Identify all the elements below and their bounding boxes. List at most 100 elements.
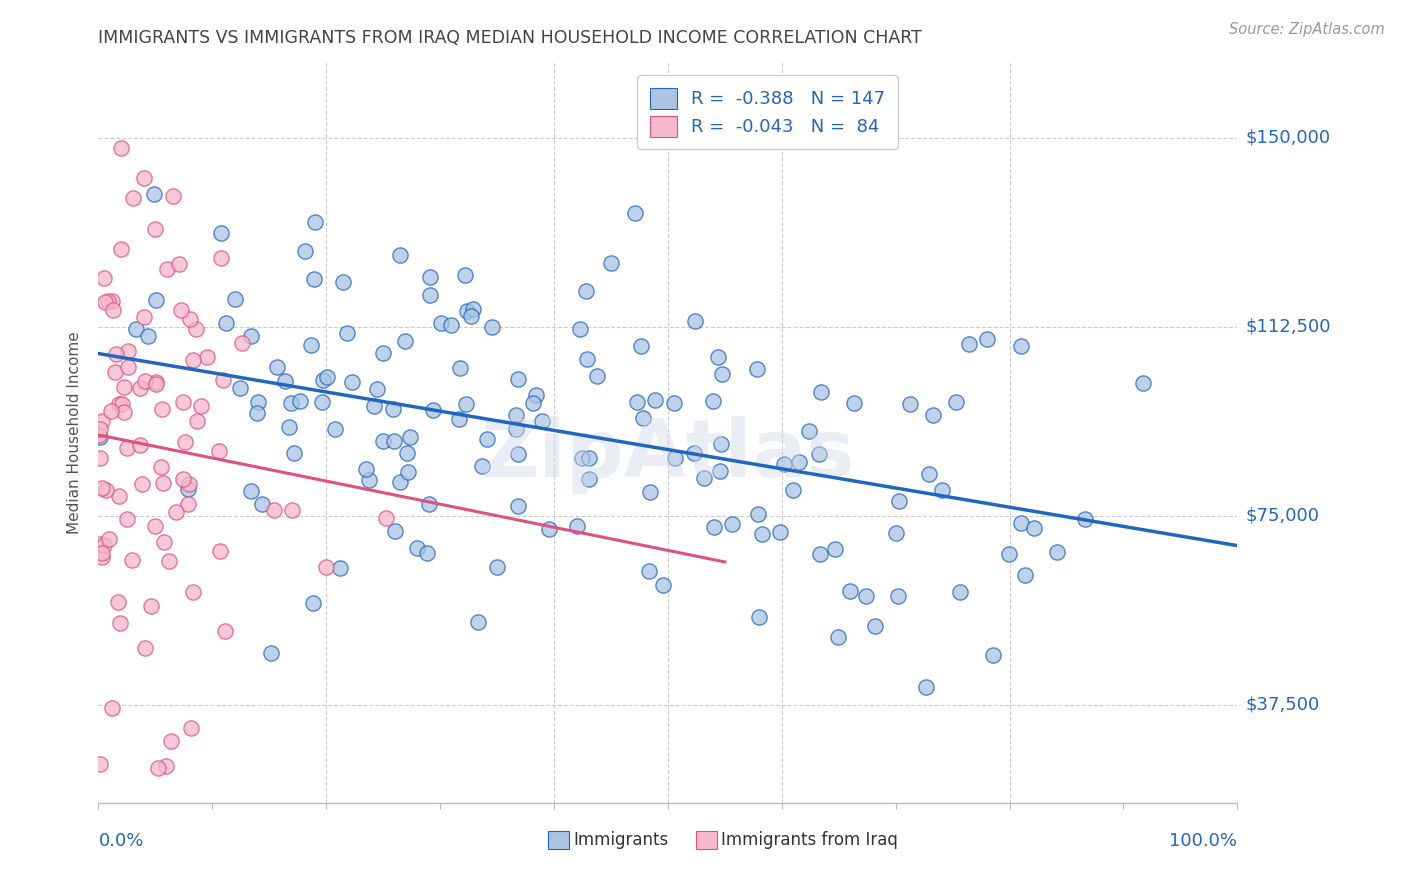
Point <box>682 445 704 459</box>
Point <box>384 524 406 539</box>
Point <box>129 381 152 395</box>
Point <box>131 477 153 491</box>
Point <box>278 420 301 434</box>
Point <box>373 345 395 359</box>
Point <box>316 369 339 384</box>
Point <box>524 387 547 401</box>
Point <box>315 560 337 574</box>
Text: $75,000: $75,000 <box>1246 507 1320 524</box>
Point <box>150 460 173 475</box>
Point <box>747 507 769 521</box>
Point <box>93 294 115 309</box>
Point <box>797 425 820 439</box>
Point <box>329 561 352 575</box>
Point <box>945 395 967 409</box>
Point <box>89 430 111 444</box>
Point <box>93 271 115 285</box>
Point <box>508 499 530 513</box>
Point <box>838 584 860 599</box>
Point <box>623 206 645 220</box>
Point <box>522 396 544 410</box>
Point <box>90 414 112 428</box>
Point <box>751 526 773 541</box>
Point <box>145 221 167 235</box>
Point <box>340 375 363 389</box>
Point <box>87 428 110 442</box>
Point <box>101 293 124 308</box>
Point <box>918 467 941 482</box>
Point <box>110 397 132 411</box>
Point <box>637 565 659 579</box>
Point <box>415 546 437 560</box>
Point <box>538 522 561 536</box>
Point <box>336 326 359 340</box>
Point <box>148 760 170 774</box>
Point <box>260 646 283 660</box>
Point <box>312 373 335 387</box>
Point <box>136 329 159 343</box>
Point <box>998 547 1021 561</box>
Text: $150,000: $150,000 <box>1246 129 1330 147</box>
Point <box>110 141 132 155</box>
Point <box>143 519 166 533</box>
Point <box>153 534 176 549</box>
Text: IMMIGRANTS VS IMMIGRANTS FROM IRAQ MEDIAN HOUSEHOLD INCOME CORRELATION CHART: IMMIGRANTS VS IMMIGRANTS FROM IRAQ MEDIA… <box>98 29 922 47</box>
Point <box>633 410 655 425</box>
Point <box>104 365 127 379</box>
Point <box>150 402 173 417</box>
Point <box>91 546 114 560</box>
Point <box>449 360 471 375</box>
Point <box>430 317 453 331</box>
Point <box>388 248 411 262</box>
Point <box>707 350 730 364</box>
Bar <box>548 831 569 849</box>
Point <box>842 396 865 410</box>
Point <box>145 376 167 391</box>
Point <box>807 447 830 461</box>
Point <box>143 186 166 201</box>
Point <box>162 189 184 203</box>
Point <box>180 721 202 735</box>
Point <box>884 525 907 540</box>
Point <box>454 397 477 411</box>
Point <box>215 316 238 330</box>
Point <box>388 475 411 490</box>
Point <box>121 553 143 567</box>
Point <box>461 301 484 316</box>
Legend: R =  -0.388   N = 147, R =  -0.043   N =  84: R = -0.388 N = 147, R = -0.043 N = 84 <box>637 75 898 149</box>
Point <box>693 470 716 484</box>
Point <box>976 332 998 346</box>
Point <box>477 432 499 446</box>
Point <box>181 585 204 599</box>
Point <box>294 244 316 258</box>
Point <box>565 519 588 533</box>
Point <box>246 394 269 409</box>
Text: 100.0%: 100.0% <box>1170 832 1237 850</box>
Text: ZipAtlas: ZipAtlas <box>481 416 855 494</box>
Point <box>112 380 135 394</box>
Point <box>124 322 146 336</box>
Text: $37,500: $37,500 <box>1246 696 1320 714</box>
Point <box>887 589 910 603</box>
Point <box>186 321 208 335</box>
Point <box>250 497 273 511</box>
Point <box>288 393 311 408</box>
Point <box>887 494 910 508</box>
Point <box>810 385 832 400</box>
Point <box>177 476 200 491</box>
Point <box>626 394 648 409</box>
Point <box>481 320 503 334</box>
Point <box>172 394 194 409</box>
Point <box>375 510 398 524</box>
Point <box>115 512 138 526</box>
Point <box>105 347 128 361</box>
Point <box>167 257 190 271</box>
Point <box>156 261 179 276</box>
Point <box>782 483 804 498</box>
Point <box>274 374 297 388</box>
Point <box>471 458 494 473</box>
Point <box>721 517 744 532</box>
Point <box>229 381 252 395</box>
Point <box>89 451 111 466</box>
Text: Immigrants from Iraq: Immigrants from Iraq <box>721 830 898 849</box>
